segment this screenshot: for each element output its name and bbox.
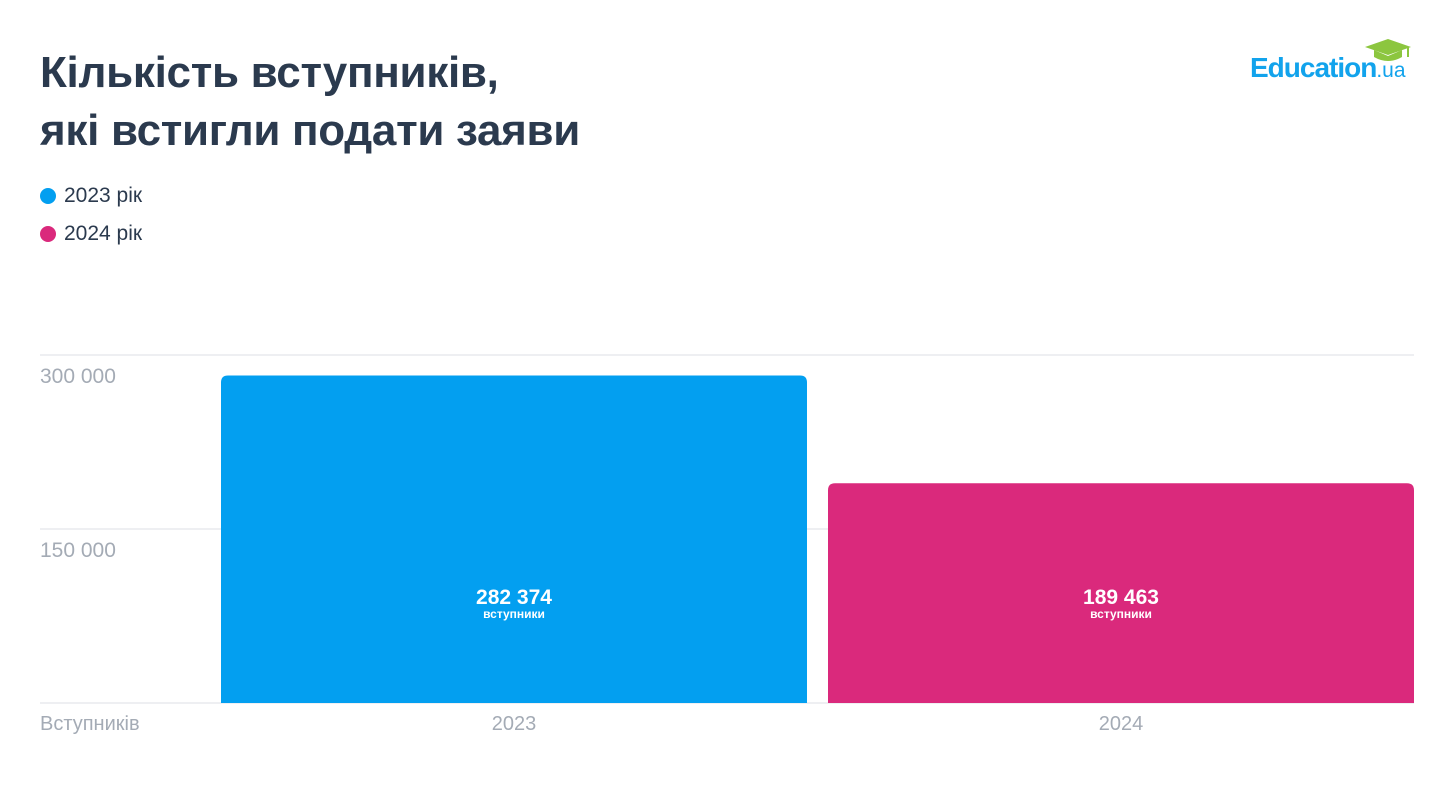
legend-label-2024: 2024 рік <box>64 222 143 245</box>
logo-suffix: .ua <box>1376 59 1406 82</box>
chart-title-line-2: які встигли подати заяви <box>40 106 581 155</box>
legend: 2023 рік 2024 рік <box>40 182 142 258</box>
bar-2024 <box>828 483 1414 703</box>
legend-dot-2024 <box>40 226 56 242</box>
legend-dot-2023 <box>40 188 56 204</box>
data-sublabel-2024: вступники <box>1090 607 1152 621</box>
chart-title-line-1: Кількість вступників, <box>40 48 499 97</box>
data-label-2024: 189 463 <box>1083 586 1159 609</box>
graduation-cap-icon <box>1365 39 1411 61</box>
x-tick-label-2023: 2023 <box>492 713 537 735</box>
y-tick-label-150000: 150 000 <box>40 539 116 562</box>
chart-title: Кількість вступників, які встигли подати… <box>40 44 580 160</box>
legend-label-2023: 2023 рік <box>64 184 143 207</box>
legend-item-2023: 2023 рік <box>40 182 142 210</box>
y-tick-label-300000: 300 000 <box>40 365 116 388</box>
legend-item-2024: 2024 рік <box>40 220 142 248</box>
logo-text: Education.ua <box>1250 52 1406 84</box>
data-sublabel-2023: вступники <box>483 607 545 621</box>
bar-2023 <box>221 375 807 703</box>
x-axis-label: Вступників <box>40 713 140 735</box>
x-tick-label-2024: 2024 <box>1099 713 1144 735</box>
data-label-2023: 282 374 <box>476 586 552 609</box>
education-ua-logo[interactable]: Education.ua <box>1250 38 1420 88</box>
logo-main: Education <box>1250 52 1377 83</box>
